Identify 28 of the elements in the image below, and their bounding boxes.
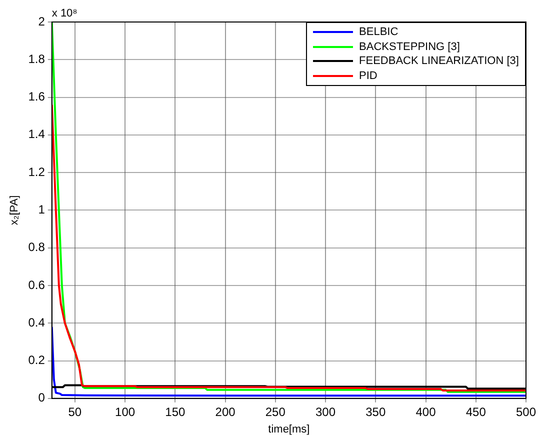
x-tick-label: 400 [416,404,436,419]
y-tick-label: 0.2 [28,353,46,368]
y-tick-label: 0 [38,390,46,405]
y-tick-label: 1.8 [28,52,46,66]
y-tick-label: 0.6 [28,278,46,292]
x-tick-label: 450 [466,404,486,419]
text: x 10⁸ [52,8,78,20]
y-axis-title: x₂[PA] [8,195,21,226]
legend-label: BACKSTEPPING [3] [359,40,460,53]
legend-label: BELBIC [359,26,398,38]
legend-label: FEEDBACK LINEARIZATION [3] [359,55,519,68]
x-axis-title: time[ms] [268,423,310,436]
x-tick-label: 500 [516,404,536,419]
y-tick-label: 2 [38,14,46,28]
x-tick-label: 150 [165,404,186,419]
x-tick-label: 50 [68,404,82,419]
y-tick-label: 1.4 [28,127,46,142]
y-tick-label: 1.2 [28,164,46,179]
y-tick-label: 0.4 [28,315,46,330]
x-tick-label: 100 [115,404,136,419]
x-tick-label: 200 [215,404,236,419]
y-tick-label: 1.6 [28,90,46,104]
x-tick-label: 350 [366,404,386,419]
x-tick-label: 300 [316,404,336,419]
x-tick-label: 250 [265,404,286,419]
legend-label: PID [359,70,378,82]
y-tick-label: 0.8 [28,240,46,254]
y-tick-label: 1 [38,202,46,217]
